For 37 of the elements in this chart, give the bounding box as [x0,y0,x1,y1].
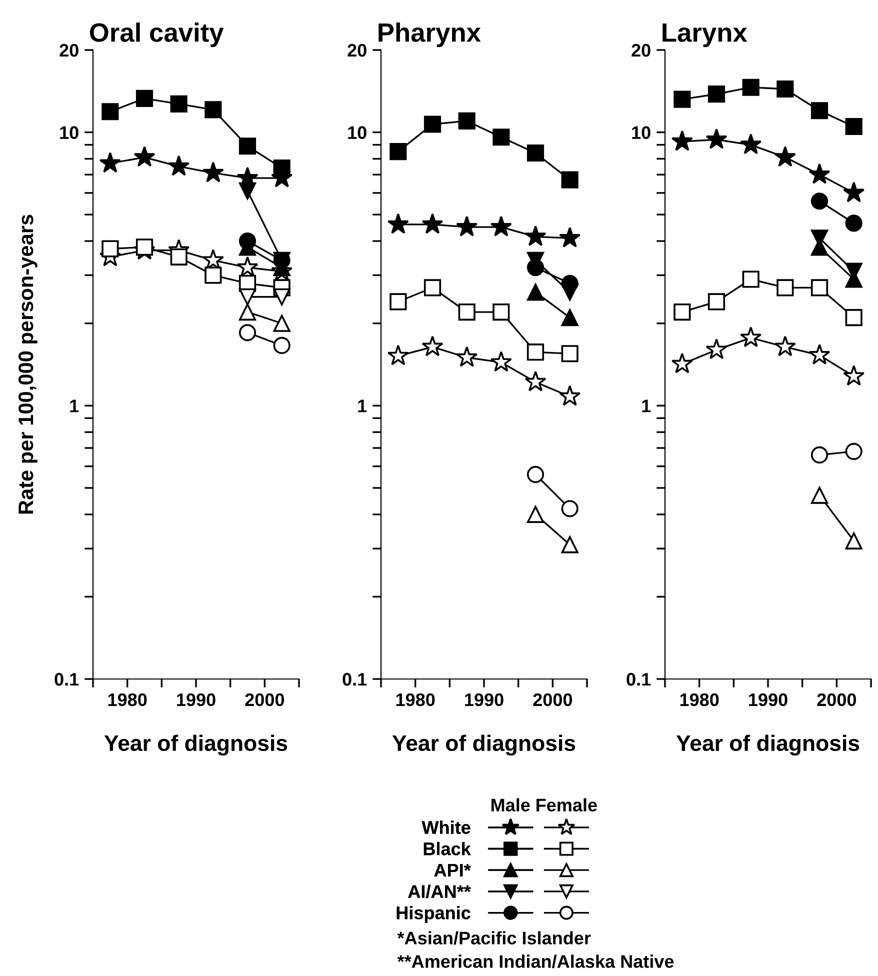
y-tick-label: 20 [348,44,366,57]
x-tick-label: 1990 [749,693,788,706]
y-tick-label: 20 [632,44,650,57]
y-tick-label: 10 [632,126,650,140]
chart-title: Larynx [662,24,748,48]
legend-label: White [422,820,470,834]
chart-title: Oral cavity [90,22,224,48]
x-tick-label: 1990 [465,693,504,706]
chart-title: Pharynx [378,22,481,48]
y-axis-title: Rate per 100,000 person-years [18,214,38,514]
y-tick-label: 20 [60,44,78,57]
text: Male [492,798,530,812]
text: **American Indian/Alaska Native [397,954,674,968]
y-tick-label: 0.1 [626,672,651,686]
x-tick-label: 1980 [680,693,719,706]
text: Female [536,798,597,812]
x-axis-title: Year of diagnosis [392,734,576,756]
x-tick-label: 2000 [817,693,856,706]
x-axis-title: Year of diagnosis [676,734,860,756]
y-tick-label: 10 [60,126,78,140]
text: *Asian/Pacific Islander [397,931,591,945]
y-tick-label: 0.1 [54,672,79,686]
x-tick-label: 1990 [177,693,216,706]
x-tick-label: 2000 [533,693,572,706]
y-tick-label: 0.1 [342,672,367,686]
legend-label: Black [424,842,471,856]
x-tick-label: 1980 [108,693,147,706]
y-tick-label: 1 [358,400,367,412]
x-tick-label: 1980 [396,693,435,706]
legend-label: Hispanic [396,906,470,923]
y-tick-label: 1 [642,400,651,412]
y-tick-label: 10 [348,126,366,140]
legend-label: API* [434,864,471,876]
legend-label: AI/AN** [408,884,471,898]
x-axis-title: Year of diagnosis [104,734,288,756]
y-tick-label: 1 [70,400,79,412]
x-tick-label: 2000 [245,693,284,706]
